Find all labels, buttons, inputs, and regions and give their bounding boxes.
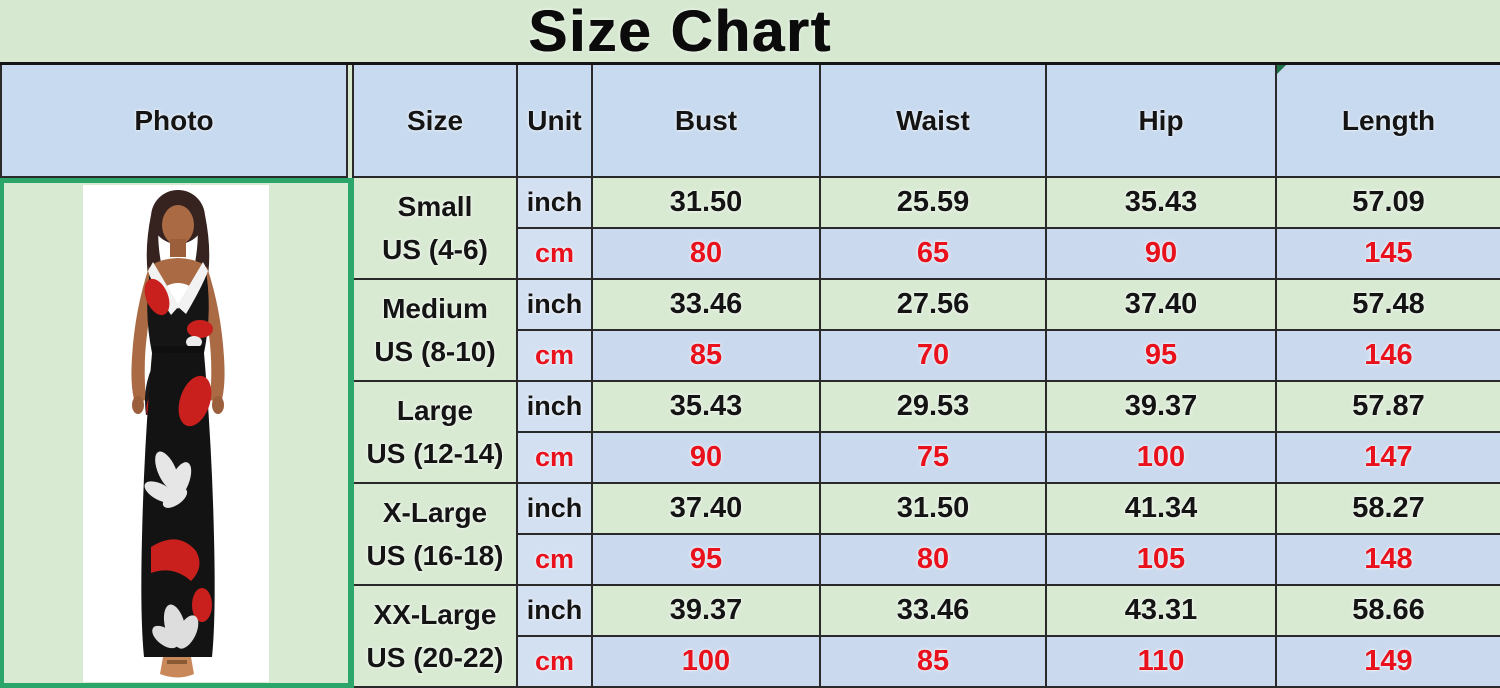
value-hip-inch: 41.34 [1047,484,1277,535]
value-hip-cm: 90 [1047,229,1277,280]
value-waist-cm: 80 [821,535,1047,586]
unit-inch-label: inch [518,382,593,433]
column-header-waist: Waist [821,65,1047,178]
size-cell: Medium US (8-10) [354,280,518,382]
value-waist-inch: 31.50 [821,484,1047,535]
size-us-range: US (12-14) [366,438,504,469]
value-bust-inch: 37.40 [593,484,821,535]
size-cell: X-Large US (16-18) [354,484,518,586]
value-length-inch: 57.87 [1277,382,1500,433]
size-name: Medium [382,292,488,324]
value-bust-cm: 100 [593,637,821,688]
value-bust-cm: 80 [593,229,821,280]
value-hip-inch: 43.31 [1047,586,1277,637]
product-photo [83,185,269,682]
column-header-unit: Unit [518,65,593,178]
value-waist-inch: 33.46 [821,586,1047,637]
value-bust-inch: 39.37 [593,586,821,637]
value-bust-inch: 33.46 [593,280,821,331]
size-name: Small [397,190,473,222]
value-bust-inch: 35.43 [593,382,821,433]
value-length-cm: 148 [1277,535,1500,586]
value-length-inch: 58.27 [1277,484,1500,535]
column-header-photo: Photo [0,65,348,178]
value-hip-cm: 110 [1047,637,1277,688]
size-chart-table: Photo Size Unit Bust Waist Hip Length [0,62,1500,688]
column-header-bust: Bust [593,65,821,178]
value-bust-cm: 85 [593,331,821,382]
value-waist-inch: 27.56 [821,280,1047,331]
value-bust-inch: 31.50 [593,178,821,229]
value-hip-inch: 35.43 [1047,178,1277,229]
value-waist-cm: 75 [821,433,1047,484]
header-gap [348,65,354,178]
unit-cm-label: cm [518,433,593,484]
value-length-cm: 146 [1277,331,1500,382]
model-illustration [83,185,269,682]
value-waist-cm: 85 [821,637,1047,688]
value-length-inch: 57.09 [1277,178,1500,229]
value-length-inch: 57.48 [1277,280,1500,331]
value-bust-cm: 90 [593,433,821,484]
unit-inch-label: inch [518,178,593,229]
column-header-hip: Hip [1047,65,1277,178]
value-waist-cm: 65 [821,229,1047,280]
size-name: Large [396,394,474,426]
unit-inch-label: inch [518,484,593,535]
value-length-inch: 58.66 [1277,586,1500,637]
value-length-cm: 147 [1277,433,1500,484]
size-us-range: US (4-6) [382,234,488,265]
value-waist-inch: 25.59 [821,178,1047,229]
unit-cm-label: cm [518,331,593,382]
value-waist-cm: 70 [821,331,1047,382]
page-title: Size Chart [528,0,832,64]
size-name: X-Large [382,496,488,528]
unit-inch-label: inch [518,280,593,331]
value-bust-cm: 95 [593,535,821,586]
value-length-cm: 149 [1277,637,1500,688]
size-us-range: US (16-18) [366,540,504,571]
size-us-range: US (8-10) [374,336,496,367]
value-length-cm: 145 [1277,229,1500,280]
photo-cell [0,178,354,688]
value-hip-inch: 37.40 [1047,280,1277,331]
size-us-range: US (20-22) [366,642,504,673]
value-hip-cm: 105 [1047,535,1277,586]
value-waist-inch: 29.53 [821,382,1047,433]
size-name: XX-Large [373,598,497,630]
value-hip-inch: 39.37 [1047,382,1277,433]
unit-cm-label: cm [518,637,593,688]
value-hip-cm: 95 [1047,331,1277,382]
size-cell: Large US (12-14) [354,382,518,484]
unit-cm-label: cm [518,535,593,586]
column-header-length: Length [1277,65,1500,178]
value-hip-cm: 100 [1047,433,1277,484]
size-cell: Small US (4-6) [354,178,518,280]
unit-cm-label: cm [518,229,593,280]
size-cell: XX-Large US (20-22) [354,586,518,688]
column-header-size: Size [354,65,518,178]
unit-inch-label: inch [518,586,593,637]
